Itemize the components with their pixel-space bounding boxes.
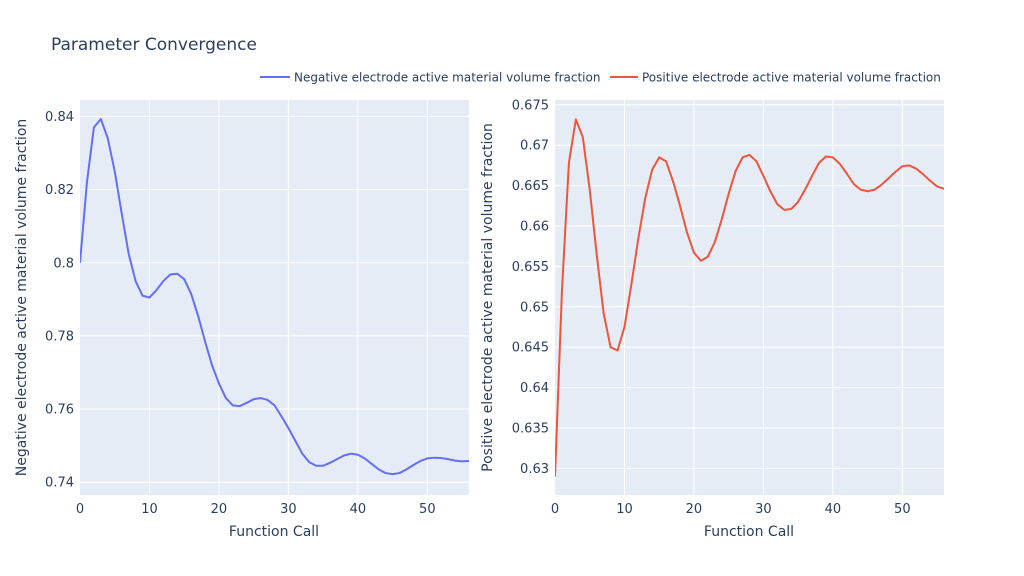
positive-electrode-subplot: 0.63 0.635 0.64 0.645 0.65 0.655 0.66 0.665 0.67… xyxy=(480,98,944,540)
series-line[interactable] xyxy=(80,118,469,476)
y-tick-label: 0.655 xyxy=(512,260,549,275)
plot-area[interactable] xyxy=(555,100,944,495)
x-axis-title: Function Call xyxy=(229,524,319,540)
x-tick-label: 50 xyxy=(894,502,911,517)
x-tick-label: 20 xyxy=(686,502,703,517)
legend-item-positive[interactable]: Positive electrode active material volum… xyxy=(610,71,941,85)
y-tick-label: 0.63 xyxy=(520,462,549,477)
y-tick-label: 0.645 xyxy=(512,341,549,356)
x-axis-title: Function Call xyxy=(704,524,794,540)
x-tick-label: 50 xyxy=(419,502,436,517)
y-tick-label: 0.76 xyxy=(45,403,74,418)
x-tick-label: 10 xyxy=(616,502,633,517)
legend-label-positive: Positive electrode active material volum… xyxy=(642,71,941,85)
y-tick-label: 0.67 xyxy=(520,139,549,154)
y-tick-label: 0.84 xyxy=(45,110,74,125)
y-tick-label: 0.82 xyxy=(45,183,74,198)
x-tick-label: 30 xyxy=(755,502,772,517)
legend-label-negative: Negative electrode active material volum… xyxy=(294,71,600,85)
y-tick-label: 0.74 xyxy=(45,476,74,491)
series-line[interactable] xyxy=(555,118,944,477)
y-tick-label: 0.66 xyxy=(520,220,549,235)
y-axis-title: Negative electrode active material volum… xyxy=(14,119,30,477)
y-tick-label: 0.65 xyxy=(520,300,549,315)
y-tick-label: 0.78 xyxy=(45,329,74,344)
y-tick-label: 0.665 xyxy=(512,179,549,194)
legend-item-negative[interactable]: Negative electrode active material volum… xyxy=(260,71,600,85)
y-tick-label: 0.8 xyxy=(53,256,74,271)
y-axis-title: Positive electrode active material volum… xyxy=(480,123,496,472)
x-tick-label: 40 xyxy=(350,502,367,517)
x-tick-label: 0 xyxy=(76,502,84,517)
plot-area[interactable] xyxy=(80,100,469,495)
chart-title: Parameter Convergence xyxy=(51,35,257,55)
x-tick-label: 40 xyxy=(825,502,842,517)
legend: Negative electrode active material volum… xyxy=(260,71,941,85)
x-tick-label: 20 xyxy=(211,502,228,517)
x-tick-label: 0 xyxy=(551,502,559,517)
y-tick-label: 0.64 xyxy=(520,381,549,396)
negative-electrode-subplot: 0.74 0.76 0.78 0.8 0.82 0.84 0 10 20 30 40 50 Functi… xyxy=(14,100,469,540)
x-tick-label: 10 xyxy=(141,502,158,517)
x-tick-label: 30 xyxy=(280,502,297,517)
y-tick-label: 0.675 xyxy=(512,98,549,113)
y-tick-label: 0.635 xyxy=(512,421,549,436)
